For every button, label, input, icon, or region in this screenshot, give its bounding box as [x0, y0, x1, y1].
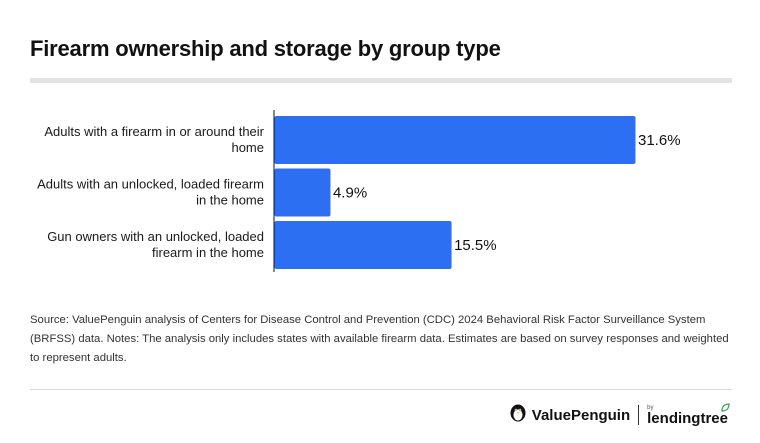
chart-title: Firearm ownership and storage by group t… [30, 36, 501, 61]
bar [274, 221, 452, 269]
category-label: in the home [196, 193, 264, 208]
leaf-icon [721, 399, 730, 417]
category-label: firearm in the home [152, 245, 264, 260]
brand-separator [638, 405, 640, 425]
penguin-logo-icon [510, 404, 526, 427]
brand-footer: ValuePenguin by lendingtree [510, 402, 730, 427]
footer-divider [30, 389, 732, 390]
title-divider [30, 78, 732, 83]
bar [274, 116, 636, 164]
data-label: 15.5% [454, 237, 497, 254]
lendingtree-by-text: by [647, 404, 654, 411]
data-label: 31.6% [638, 132, 681, 149]
bar [274, 168, 331, 217]
data-label: 4.9% [333, 185, 367, 202]
category-label: Adults with an unlocked, loaded firearm [37, 177, 264, 192]
lendingtree-logo: by lendingtree [647, 402, 730, 427]
category-label: Gun owners with an unlocked, loaded [47, 229, 264, 244]
category-label: home [231, 140, 264, 155]
lendingtree-logo-text: lendingtree [647, 409, 728, 427]
bar-chart: 31.6% Adults with a firearm in or around … [37, 110, 681, 272]
valuepenguin-logo-text: ValuePenguin [531, 406, 631, 424]
source-note: Source: ValuePenguin analysis of Centers… [30, 314, 729, 364]
category-label: Adults with a firearm in or around their [44, 124, 264, 139]
